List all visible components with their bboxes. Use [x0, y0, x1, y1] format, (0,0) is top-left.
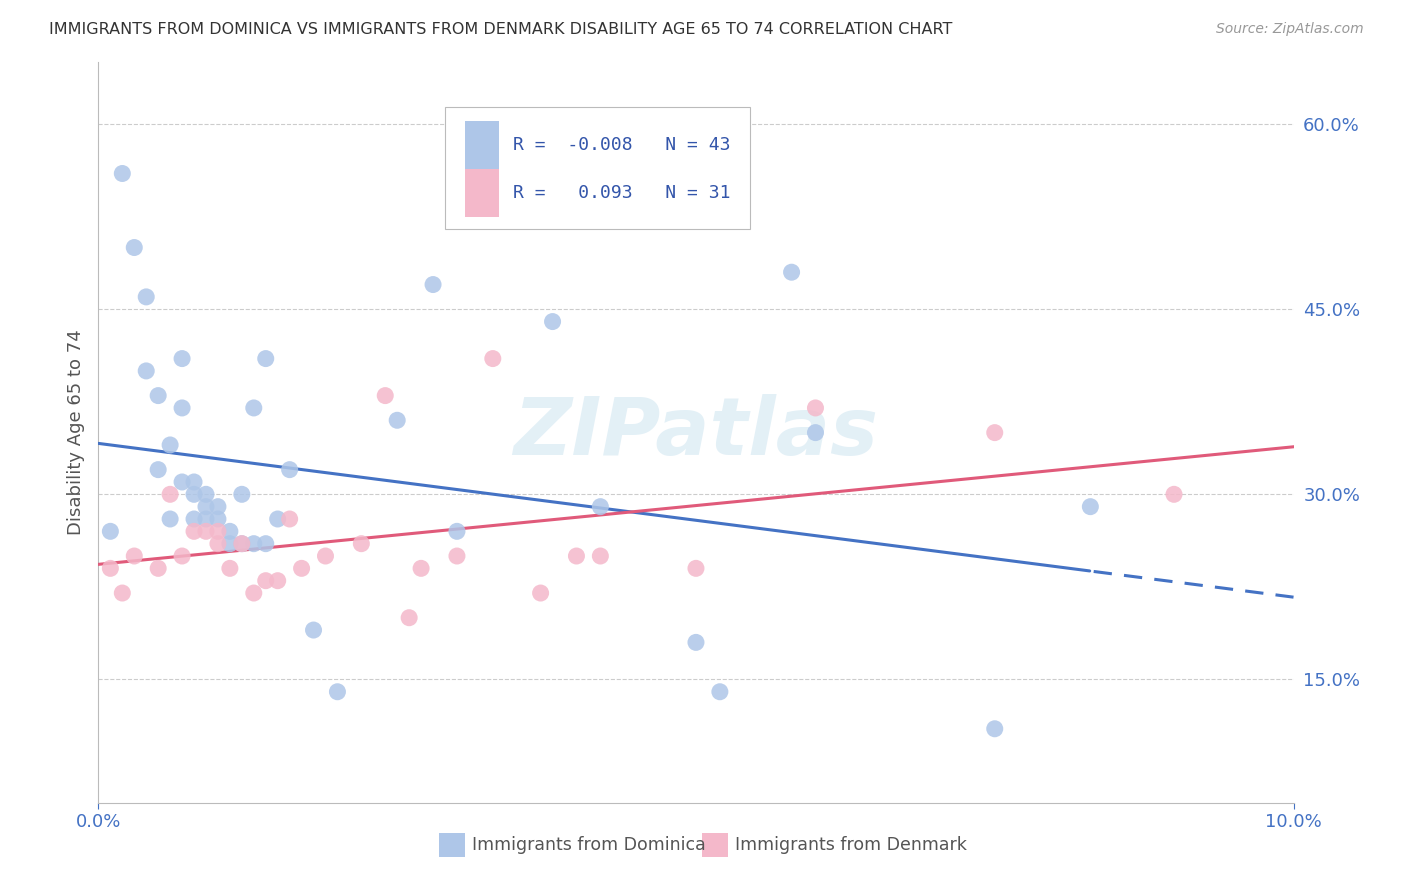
- Point: [267, 574, 290, 588]
- Point: [302, 623, 325, 637]
- Text: Source: ZipAtlas.com: Source: ZipAtlas.com: [1216, 22, 1364, 37]
- Text: R =  -0.008   N = 43: R = -0.008 N = 43: [513, 136, 731, 154]
- Point: [148, 462, 170, 476]
- Text: IMMIGRANTS FROM DOMINICA VS IMMIGRANTS FROM DENMARK DISABILITY AGE 65 TO 74 CORR: IMMIGRANTS FROM DOMINICA VS IMMIGRANTS F…: [49, 22, 953, 37]
- Point: [254, 351, 277, 366]
- Point: [243, 401, 266, 415]
- Point: [111, 166, 134, 180]
- Point: [326, 685, 349, 699]
- Point: [984, 722, 1007, 736]
- Point: [183, 475, 205, 489]
- Point: [589, 500, 612, 514]
- Point: [422, 277, 444, 292]
- Point: [207, 536, 229, 550]
- Point: [159, 512, 181, 526]
- Point: [172, 351, 194, 366]
- Text: R =   0.093   N = 31: R = 0.093 N = 31: [513, 184, 731, 202]
- Bar: [465, 121, 499, 169]
- Point: [565, 549, 588, 563]
- Point: [159, 438, 181, 452]
- Point: [231, 536, 253, 550]
- Text: Immigrants from Dominica: Immigrants from Dominica: [472, 836, 706, 854]
- Point: [685, 561, 707, 575]
- Point: [254, 574, 277, 588]
- Point: [183, 524, 205, 539]
- Bar: [439, 833, 465, 857]
- Text: ZIPatlas: ZIPatlas: [513, 393, 879, 472]
- Point: [135, 364, 157, 378]
- Point: [398, 610, 420, 624]
- Point: [315, 549, 337, 563]
- Point: [207, 524, 229, 539]
- Point: [219, 536, 242, 550]
- Point: [124, 240, 146, 254]
- Point: [135, 290, 157, 304]
- Y-axis label: Disability Age 65 to 74: Disability Age 65 to 74: [66, 330, 84, 535]
- Point: [111, 586, 134, 600]
- Point: [183, 487, 205, 501]
- Point: [804, 425, 827, 440]
- Point: [98, 524, 122, 539]
- Point: [183, 512, 205, 526]
- Point: [541, 314, 564, 328]
- Point: [219, 524, 242, 539]
- Point: [98, 561, 122, 575]
- Point: [278, 462, 301, 476]
- Text: Immigrants from Denmark: Immigrants from Denmark: [735, 836, 967, 854]
- Point: [278, 512, 301, 526]
- Point: [385, 413, 409, 427]
- Point: [195, 524, 218, 539]
- Point: [350, 536, 373, 550]
- Point: [446, 549, 468, 563]
- Point: [984, 425, 1007, 440]
- Point: [482, 351, 505, 366]
- Point: [291, 561, 314, 575]
- Point: [195, 512, 218, 526]
- Point: [709, 685, 731, 699]
- Point: [804, 401, 827, 415]
- Point: [159, 487, 181, 501]
- Point: [148, 388, 170, 402]
- Point: [243, 586, 266, 600]
- Point: [219, 561, 242, 575]
- Point: [685, 635, 707, 649]
- Point: [411, 561, 433, 575]
- Point: [172, 401, 194, 415]
- Point: [231, 536, 253, 550]
- Bar: [702, 833, 728, 857]
- Point: [207, 512, 229, 526]
- Point: [780, 265, 803, 279]
- Point: [124, 549, 146, 563]
- Point: [207, 500, 229, 514]
- Point: [374, 388, 396, 402]
- Point: [254, 536, 277, 550]
- Point: [1080, 500, 1102, 514]
- Point: [172, 475, 194, 489]
- Point: [243, 536, 266, 550]
- Point: [267, 512, 290, 526]
- Point: [1163, 487, 1185, 501]
- FancyBboxPatch shape: [446, 107, 749, 229]
- Point: [530, 586, 553, 600]
- Point: [172, 549, 194, 563]
- Point: [195, 500, 218, 514]
- Point: [231, 487, 253, 501]
- Point: [148, 561, 170, 575]
- Bar: [465, 169, 499, 218]
- Point: [195, 487, 218, 501]
- Point: [446, 524, 468, 539]
- Point: [589, 549, 612, 563]
